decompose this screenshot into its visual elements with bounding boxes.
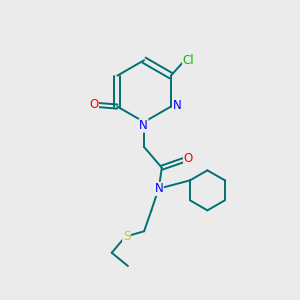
Text: Cl: Cl [183, 54, 194, 68]
Text: O: O [89, 98, 98, 111]
Text: N: N [139, 119, 148, 132]
Text: N: N [173, 99, 182, 112]
Text: N: N [154, 182, 163, 195]
Text: O: O [184, 152, 193, 165]
Text: S: S [123, 230, 130, 243]
